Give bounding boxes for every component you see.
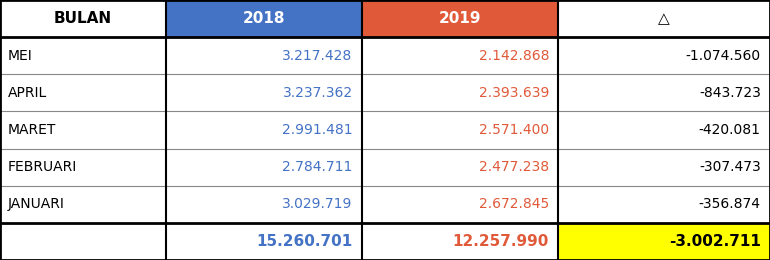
Text: BULAN: BULAN (54, 11, 112, 26)
Bar (362, 74, 558, 112)
Bar (166, 74, 362, 112)
Bar (362, 112, 558, 148)
Bar (558, 0, 770, 37)
Bar (362, 223, 558, 260)
Bar (166, 112, 362, 148)
Bar (558, 74, 770, 112)
Bar (0, 112, 166, 148)
Text: 2.991.481: 2.991.481 (282, 123, 353, 137)
Bar (558, 186, 770, 223)
Bar (362, 186, 558, 223)
Text: 2.571.400: 2.571.400 (479, 123, 549, 137)
Text: 3.237.362: 3.237.362 (283, 86, 353, 100)
Bar (362, 148, 558, 186)
Bar (0, 0, 166, 37)
Bar (558, 148, 770, 186)
Text: FEBRUARI: FEBRUARI (8, 160, 77, 174)
Text: 2018: 2018 (243, 11, 285, 26)
Text: -1.074.560: -1.074.560 (685, 49, 761, 63)
Bar (558, 112, 770, 148)
Bar (166, 0, 362, 37)
Bar (0, 74, 166, 112)
Text: -356.874: -356.874 (698, 197, 761, 211)
Text: MARET: MARET (8, 123, 56, 137)
Text: -843.723: -843.723 (699, 86, 761, 100)
Text: 2.672.845: 2.672.845 (479, 197, 549, 211)
Bar (0, 223, 166, 260)
Bar (558, 223, 770, 260)
Text: APRIL: APRIL (8, 86, 47, 100)
Bar (362, 37, 558, 74)
Text: 3.029.719: 3.029.719 (283, 197, 353, 211)
Bar (362, 0, 558, 37)
Text: 2019: 2019 (439, 11, 481, 26)
Text: 12.257.990: 12.257.990 (453, 234, 549, 249)
Text: 2.784.711: 2.784.711 (283, 160, 353, 174)
Text: JANUARI: JANUARI (8, 197, 65, 211)
Bar (0, 148, 166, 186)
Bar (166, 223, 362, 260)
Text: MEI: MEI (8, 49, 32, 63)
Text: 2.477.238: 2.477.238 (479, 160, 549, 174)
Bar (0, 186, 166, 223)
Bar (166, 186, 362, 223)
Text: 3.217.428: 3.217.428 (283, 49, 353, 63)
Bar (558, 37, 770, 74)
Text: 2.393.639: 2.393.639 (479, 86, 549, 100)
Bar (0, 37, 166, 74)
Text: -420.081: -420.081 (698, 123, 761, 137)
Text: 15.260.701: 15.260.701 (256, 234, 353, 249)
Text: -307.473: -307.473 (699, 160, 761, 174)
Text: -3.002.711: -3.002.711 (669, 234, 761, 249)
Text: △: △ (658, 11, 670, 26)
Bar (166, 148, 362, 186)
Bar (166, 37, 362, 74)
Text: 2.142.868: 2.142.868 (478, 49, 549, 63)
